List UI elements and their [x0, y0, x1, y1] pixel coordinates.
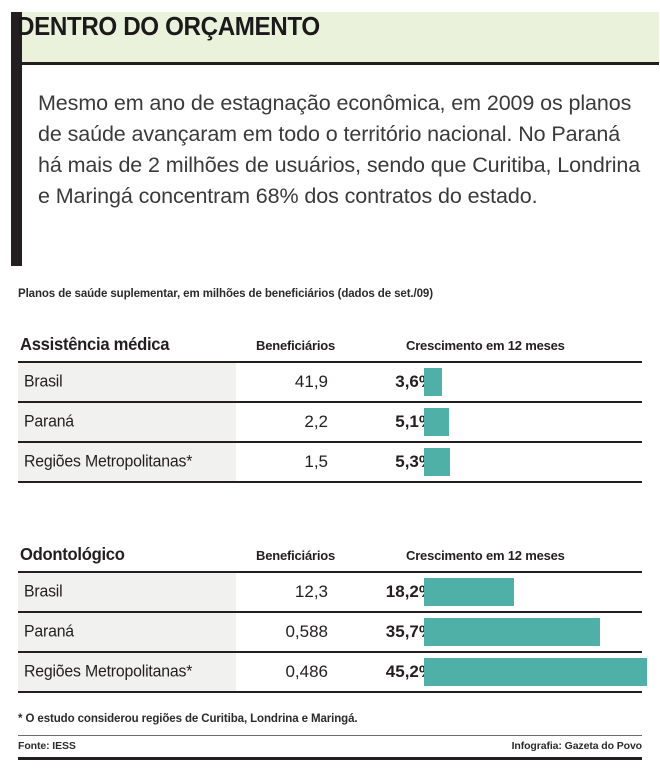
row-crescimento: 18,2% — [385, 582, 434, 601]
table-assistencia-medica: Assistência médica Beneficiários Crescim… — [18, 332, 642, 483]
row-label: Regiões Metropolitanas* — [24, 662, 193, 681]
row-label-cell — [18, 363, 236, 401]
growth-bar — [424, 368, 442, 396]
growth-bar — [424, 658, 647, 686]
row-label-cell — [18, 443, 236, 481]
row-beneficiarios: 0,486 — [285, 662, 328, 681]
table-row: Regiões Metropolitanas* 0,486 45,2% — [18, 653, 647, 693]
footnote: * O estudo considerou regiões de Curitib… — [18, 713, 358, 725]
left-accent-bar — [11, 12, 22, 266]
row-crescimento: 3,6% — [395, 372, 434, 391]
row-label: Regiões Metropolitanas* — [24, 452, 193, 471]
table-row: Regiões Metropolitanas* 1,5 5,3% — [18, 443, 642, 483]
row-label-cell — [18, 573, 236, 611]
table-row: Brasil 12,3 18,2% — [18, 573, 642, 613]
row-crescimento: 5,3% — [395, 452, 434, 471]
column-header-crescimento: Crescimento em 12 meses — [406, 548, 565, 563]
table-title: Odontológico — [20, 544, 125, 564]
page-title: DENTRO DO ORÇAMENTO — [17, 11, 320, 41]
table-row: Paraná 0,588 35,7% — [18, 613, 642, 653]
source-credit: Fonte: IESS — [18, 740, 76, 752]
growth-bar — [424, 578, 514, 606]
intro-paragraph: Mesmo em ano de estagnação econômica, em… — [38, 91, 641, 208]
growth-bar — [424, 408, 449, 436]
source-divider-bottom — [18, 757, 642, 760]
header-rule — [18, 361, 642, 363]
sub-caption: Planos de saúde suplementar, em milhões … — [18, 288, 433, 300]
table-header-row: Assistência médica Beneficiários Crescim… — [18, 332, 642, 363]
table-row: Brasil 41,9 3,6% — [18, 363, 642, 403]
row-beneficiarios: 12,3 — [294, 582, 328, 601]
row-label-cell — [18, 613, 236, 651]
row-beneficiarios: 2,2 — [304, 412, 328, 431]
title-band — [22, 12, 659, 65]
column-header-beneficiarios: Beneficiários — [256, 338, 336, 353]
row-label: Paraná — [24, 412, 74, 431]
row-label-cell — [18, 403, 236, 441]
column-header-crescimento: Crescimento em 12 meses — [406, 338, 565, 353]
row-crescimento: 45,2% — [385, 662, 434, 681]
row-label: Paraná — [24, 622, 74, 641]
row-label-cell — [18, 653, 236, 691]
row-beneficiarios: 41,9 — [294, 372, 328, 391]
table-body: Brasil 12,3 18,2% Paraná 0,588 35,7% Reg… — [18, 573, 647, 693]
growth-bar — [424, 618, 600, 646]
table-row: Paraná 2,2 5,1% — [18, 403, 642, 443]
column-header-beneficiarios: Beneficiários — [256, 548, 336, 563]
infographic-credit: Infografia: Gazeta do Povo — [511, 740, 643, 752]
table-odontologico: Odontológico Beneficiários Crescimento e… — [18, 542, 647, 693]
row-label: Brasil — [24, 372, 63, 391]
growth-bar — [424, 448, 450, 476]
row-crescimento: 35,7% — [385, 622, 434, 641]
row-beneficiarios: 0,588 — [285, 622, 328, 641]
row-crescimento: 5,1% — [395, 412, 434, 431]
row-beneficiarios: 1,5 — [304, 452, 328, 471]
header-rule — [18, 571, 642, 573]
source-divider-top — [18, 735, 642, 736]
table-body: Brasil 41,9 3,6% Paraná 2,2 5,1% Regiões… — [18, 363, 642, 483]
row-label: Brasil — [24, 582, 63, 601]
table-title: Assistência médica — [20, 334, 170, 354]
table-header-row: Odontológico Beneficiários Crescimento e… — [18, 542, 642, 573]
